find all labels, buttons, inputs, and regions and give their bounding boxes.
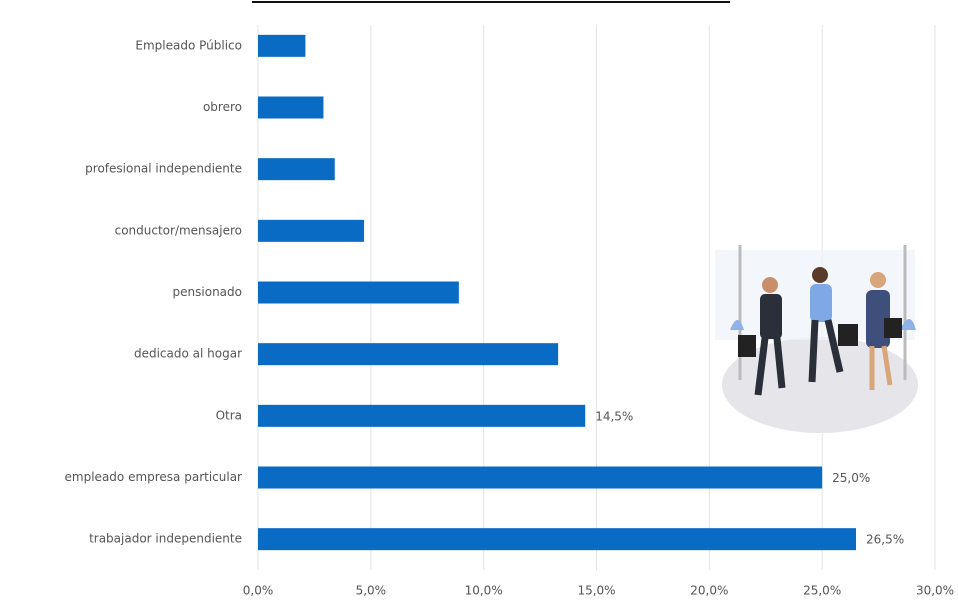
- value-label: 26,5%: [866, 533, 904, 547]
- y-tick-label: obrero: [203, 100, 242, 114]
- value-label: 14,5%: [595, 409, 633, 423]
- bar: [258, 281, 459, 304]
- bar: [258, 96, 324, 119]
- y-tick-label: Empleado Público: [135, 38, 242, 52]
- x-tick-label: 30,0%: [916, 584, 954, 598]
- y-tick-label: profesional independiente: [85, 162, 242, 176]
- y-tick-label: trabajador independiente: [89, 532, 242, 546]
- x-tick-label: 15,0%: [577, 584, 615, 598]
- bar: [258, 34, 306, 57]
- value-label: 25,0%: [832, 471, 870, 485]
- x-tick-label: 0,0%: [243, 584, 274, 598]
- y-tick-label: pensionado: [173, 285, 242, 299]
- plot: 0,0% 5,0% 10,0% 15,0% 20,0% 25,0% 30,0% Emplead…: [65, 25, 954, 598]
- y-tick-label: Otra: [216, 408, 242, 422]
- y-tick-label: dedicado al hogar: [134, 347, 242, 361]
- bar: [258, 528, 857, 551]
- bar: [258, 158, 335, 181]
- illustration: [715, 245, 918, 433]
- bar: [258, 219, 365, 242]
- x-tick-label: 10,0%: [465, 584, 503, 598]
- bar: [258, 466, 823, 489]
- x-tick-label: 5,0%: [356, 584, 387, 598]
- bar: [258, 404, 586, 427]
- x-tick-label: 20,0%: [690, 584, 728, 598]
- y-tick-label: empleado empresa particular: [65, 470, 243, 484]
- x-tick-label: 25,0%: [803, 584, 841, 598]
- y-tick-label: conductor/mensajero: [115, 223, 242, 237]
- bar: [258, 343, 559, 366]
